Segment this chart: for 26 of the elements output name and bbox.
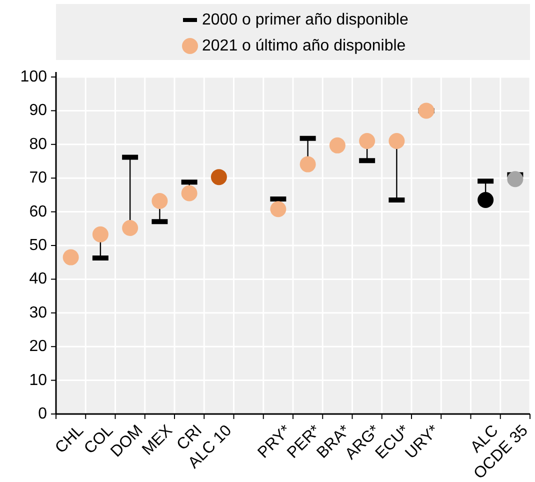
- y-tick-label: 0: [38, 406, 48, 422]
- point: [181, 185, 198, 202]
- y-tick-label: 80: [29, 136, 48, 153]
- point: [92, 226, 108, 242]
- y-tick-label: 100: [20, 68, 48, 86]
- y-tick-label: 10: [29, 372, 48, 389]
- y-tick-label: 20: [29, 338, 48, 356]
- point: [152, 193, 168, 210]
- point: [270, 201, 286, 218]
- y-tick-label: 90: [29, 102, 48, 120]
- legend-label: 2021 o último año disponible: [202, 38, 406, 54]
- point: [359, 133, 376, 150]
- point: [388, 133, 405, 150]
- point: [507, 171, 524, 188]
- point: [122, 220, 138, 236]
- point: [329, 137, 346, 154]
- y-tick-label: 30: [29, 304, 48, 322]
- y-tick-label: 40: [29, 270, 48, 288]
- y-tick-label: 50: [29, 237, 48, 254]
- point: [418, 102, 434, 119]
- point: [210, 169, 227, 186]
- point: [300, 156, 316, 172]
- legend-label: 2000 o primer año disponible: [202, 12, 408, 28]
- y-tick-label: 60: [29, 203, 48, 220]
- y-tick-label: 70: [29, 170, 48, 187]
- point: [62, 249, 79, 266]
